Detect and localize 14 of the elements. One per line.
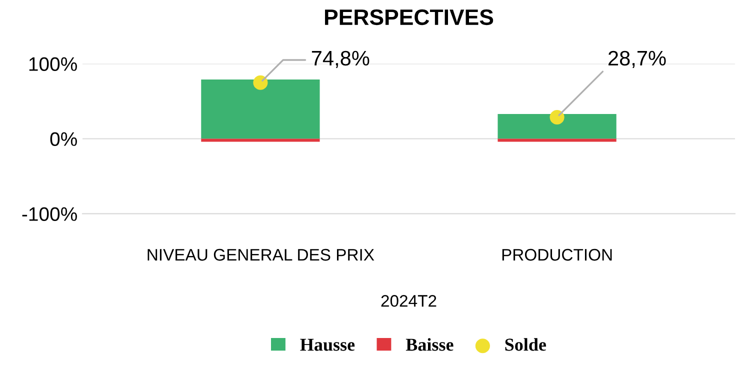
data-label: 74,8% xyxy=(312,50,370,68)
chart-title: PERSPECTIVES xyxy=(325,9,494,26)
legend-label: Hausse xyxy=(300,338,355,351)
x-tick-label: NIVEAU GENERAL DES PRIX xyxy=(148,248,374,261)
y-tick-label: -100% xyxy=(22,207,77,221)
x-axis-title: 2024T2 xyxy=(381,295,436,307)
legend-label: Baisse xyxy=(406,338,454,351)
legend-label: Solde xyxy=(505,338,546,351)
x-tick-label: PRODUCTION xyxy=(502,248,612,261)
data-label: 28,7% xyxy=(608,50,666,68)
bar xyxy=(201,80,320,139)
bar xyxy=(498,114,616,139)
y-tick-label: 100% xyxy=(29,57,77,71)
y-tick-label: 0% xyxy=(50,132,77,146)
